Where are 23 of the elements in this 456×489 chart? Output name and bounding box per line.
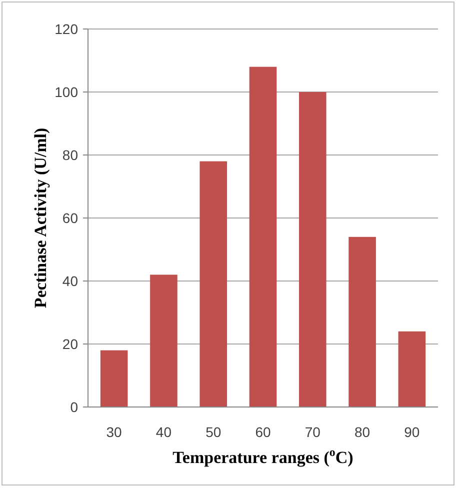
y-tick-label: 40 xyxy=(62,272,78,289)
bar xyxy=(298,92,326,407)
x-tick-label: 40 xyxy=(156,424,172,440)
bar xyxy=(249,66,277,407)
x-tick-label: 80 xyxy=(354,424,370,440)
bar xyxy=(150,274,178,407)
y-tick-label: 120 xyxy=(54,20,78,37)
x-tick-label: 60 xyxy=(255,424,271,440)
y-tick-label: 0 xyxy=(70,398,78,415)
y-tick-label: 80 xyxy=(62,146,78,163)
x-tick-label: 90 xyxy=(404,424,420,440)
x-tick-label: 50 xyxy=(206,424,222,440)
x-axis-title: Temperature ranges ($^{o}$C) xyxy=(172,445,354,467)
bar xyxy=(348,236,376,407)
bar xyxy=(100,350,128,407)
y-tick-label: 60 xyxy=(62,210,78,226)
y-axis-title: Pectinase Activity (U/ml) xyxy=(31,128,50,308)
bar xyxy=(398,331,426,407)
bar xyxy=(200,161,228,407)
x-tick-label: 30 xyxy=(106,424,122,440)
y-tick-label: 100 xyxy=(54,84,78,100)
x-tick-label: 70 xyxy=(304,424,321,440)
y-tick-label: 20 xyxy=(62,336,78,352)
